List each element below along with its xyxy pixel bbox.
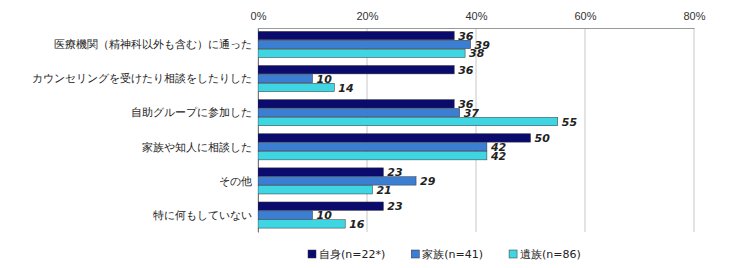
data-label: 36 xyxy=(458,64,474,77)
data-label: 23 xyxy=(387,200,403,213)
data-label: 10 xyxy=(317,209,333,222)
data-label: 38 xyxy=(469,47,485,60)
bar xyxy=(258,49,465,57)
legend-item: 遺族(n=86) xyxy=(509,248,581,261)
data-label: 14 xyxy=(338,82,353,95)
data-label: 23 xyxy=(387,166,403,179)
chart: 0% 20% 40% 60% 80% 医療機関（精神科以外も含む）に通ったカウンセリングを… xyxy=(0,0,736,268)
legend: 自身(n=22*) 家族(n=41) 遺族(n=86) xyxy=(308,248,581,261)
legend-label: 自身(n=22*) xyxy=(319,248,385,261)
legend-item: 自身(n=22*) xyxy=(308,248,385,261)
data-label: 21 xyxy=(376,184,391,197)
category-label: 医療機関（精神科以外も含む）に通った xyxy=(54,38,252,50)
category-label: 特に何もしていない xyxy=(153,209,252,221)
bar xyxy=(258,66,454,74)
bar xyxy=(258,134,531,142)
x-tick-label: 80% xyxy=(683,10,705,22)
x-axis: 0% 20% 40% 60% 80% xyxy=(251,10,706,29)
x-axis-line xyxy=(259,28,695,29)
x-tick-label: 40% xyxy=(465,10,487,22)
bar xyxy=(258,100,454,108)
x-tick-label: 60% xyxy=(574,10,596,22)
x-tick-label: 20% xyxy=(356,10,378,22)
data-label: 36 xyxy=(458,30,474,43)
category-label: 家族や知人に相談した xyxy=(142,141,252,153)
data-label: 16 xyxy=(349,218,365,231)
data-label: 50 xyxy=(535,132,551,145)
category-label: 自助グループに参加した xyxy=(131,106,252,118)
grid-line xyxy=(694,28,695,232)
y-tick: 自助グループに参加した xyxy=(131,106,258,118)
bar xyxy=(258,40,471,48)
bar xyxy=(258,74,313,82)
bar xyxy=(258,211,313,219)
grid xyxy=(258,28,694,232)
category-label: その他 xyxy=(219,175,252,187)
y-tick: 家族や知人に相談した xyxy=(142,141,258,153)
category-label: カウンセリングを受けたり相談をしたりした xyxy=(32,72,252,85)
y-tick: 医療機関（精神科以外も含む）に通った xyxy=(54,38,258,50)
legend-swatch xyxy=(509,250,517,258)
y-tick: その他 xyxy=(219,175,258,187)
legend-label: 遺族(n=86) xyxy=(520,248,581,261)
legend-label: 家族(n=41) xyxy=(422,248,483,261)
data-label: 42 xyxy=(490,150,507,163)
x-tick: 20% xyxy=(356,10,378,28)
legend-item: 家族(n=41) xyxy=(411,248,483,261)
legend-swatch xyxy=(308,250,316,258)
bar xyxy=(258,31,454,39)
bar xyxy=(258,117,558,125)
grid-line xyxy=(585,28,586,232)
bar xyxy=(258,168,383,176)
bar xyxy=(258,143,487,151)
x-tick: 60% xyxy=(574,10,596,28)
y-axis: 医療機関（精神科以外も含む）に通ったカウンセリングを受けたり相談をしたりした自助… xyxy=(32,29,259,233)
bar xyxy=(258,109,460,117)
x-tick: 80% xyxy=(683,10,705,28)
data-label: 55 xyxy=(562,116,578,129)
data-label: 29 xyxy=(420,175,436,188)
grid-line xyxy=(367,28,368,232)
y-tick: 特に何もしていない xyxy=(153,209,258,221)
x-tick-label: 0% xyxy=(251,10,267,22)
data-label: 10 xyxy=(317,73,333,86)
y-tick: カウンセリングを受けたり相談をしたりした xyxy=(32,72,258,85)
plot: 0% 20% 40% 60% 80% 医療機関（精神科以外も含む）に通ったカウンセリングを… xyxy=(32,10,706,233)
bar xyxy=(258,151,487,159)
x-tick: 40% xyxy=(465,10,487,28)
bar xyxy=(258,220,345,228)
data-label: 37 xyxy=(464,107,480,120)
bar xyxy=(258,186,372,194)
bars xyxy=(258,31,558,228)
grid-line xyxy=(258,28,259,232)
legend-swatch xyxy=(411,250,419,258)
data-labels: 363636502323391037422910381455422116 xyxy=(317,30,578,231)
x-tick: 0% xyxy=(251,10,267,28)
